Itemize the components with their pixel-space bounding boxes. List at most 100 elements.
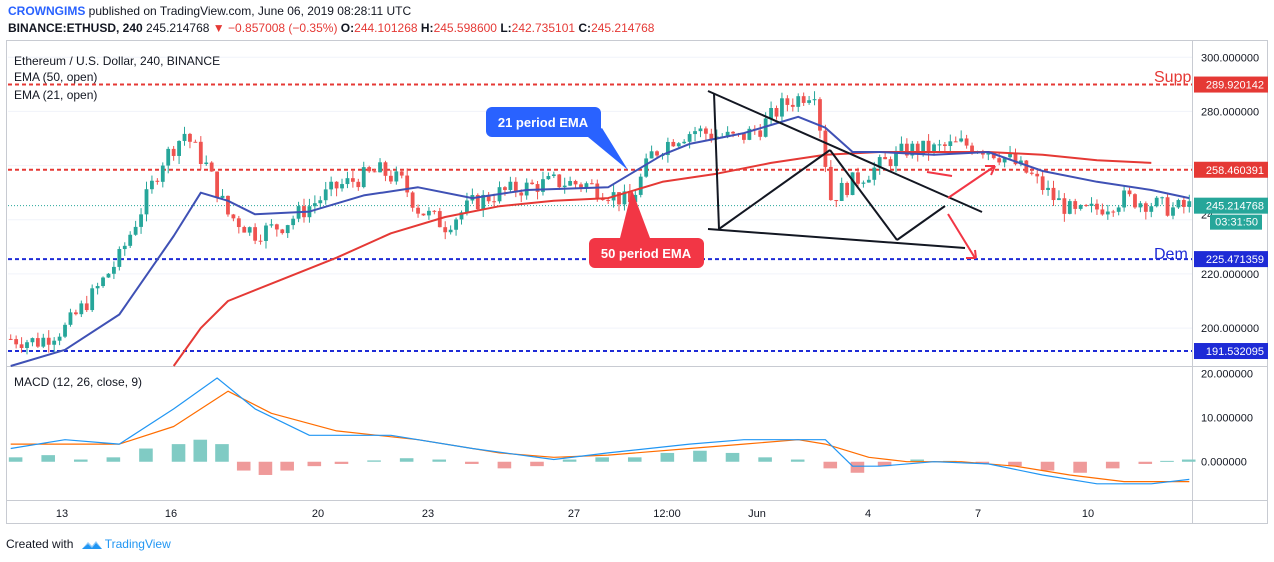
candle-body (948, 141, 953, 147)
high-value: 245.598600 (433, 21, 497, 35)
candle-body (769, 107, 773, 119)
candle-body (704, 128, 708, 134)
close-value: 245.214768 (591, 21, 655, 35)
candle-body (627, 191, 632, 203)
candle (899, 136, 904, 153)
candle-body (1057, 198, 1061, 201)
ema21-callout: 21 period EMA (486, 107, 628, 170)
candle (579, 182, 583, 192)
candle (530, 179, 535, 185)
candle (1062, 193, 1067, 222)
time-tick: 16 (165, 508, 177, 520)
candle-body (198, 141, 203, 165)
candle (1057, 190, 1061, 201)
candle (948, 134, 953, 153)
candle (1089, 197, 1094, 213)
red-ray (926, 171, 953, 177)
breakdown-arrow (947, 213, 976, 259)
macd-histogram-bar (236, 461, 251, 471)
candle-body (182, 133, 187, 141)
candle (926, 134, 931, 161)
candle-body (888, 159, 893, 167)
candle (198, 136, 203, 170)
candle-body (579, 184, 583, 188)
candle-body (73, 312, 78, 315)
candle (866, 175, 871, 183)
candle-body (1078, 205, 1083, 209)
candle (1165, 193, 1170, 217)
candle-body (997, 158, 1002, 163)
candle-body (747, 128, 752, 140)
candle-body (807, 100, 812, 103)
arrow-head (990, 165, 996, 176)
macd-histogram-bar (530, 461, 544, 467)
candle-body (617, 192, 621, 205)
macd-histogram-bar (877, 461, 892, 467)
candle (35, 332, 40, 348)
candle-body (649, 151, 654, 159)
macd-histogram-bar (1040, 461, 1055, 471)
macd-histogram-bar (215, 444, 229, 462)
candle-body (52, 340, 57, 345)
candle (742, 133, 746, 144)
high-label: H: (420, 21, 434, 35)
candle-body (1024, 160, 1029, 173)
candle-body (676, 143, 681, 147)
macd-histogram-bar (399, 458, 414, 462)
candle-body (698, 128, 703, 132)
candle-body (513, 181, 518, 193)
macd-histogram-bar (367, 460, 381, 462)
candle (785, 95, 790, 112)
candle-body (693, 131, 697, 135)
candle-body (1100, 209, 1105, 215)
candle (291, 215, 296, 230)
pattern-leg (713, 92, 720, 230)
candle (1051, 180, 1056, 206)
candle-body (1176, 200, 1181, 208)
candle-body (350, 178, 355, 182)
candle (546, 172, 551, 180)
candle (177, 140, 181, 165)
publisher-name[interactable]: CROWNGIMS (8, 4, 86, 18)
candle (182, 126, 187, 146)
macd-histogram-bar (1138, 461, 1153, 464)
level-price-tag: 258.460391 (1194, 161, 1268, 178)
candle (861, 180, 866, 188)
macd-histogram-bar (627, 457, 642, 462)
candle-body (1133, 194, 1137, 208)
candle (1013, 148, 1018, 166)
candle-body (1062, 198, 1067, 214)
supply-label: Supp (1154, 69, 1191, 86)
candle-body (904, 143, 909, 156)
candle-body (204, 162, 209, 165)
candle (1138, 201, 1143, 213)
candle (600, 193, 605, 201)
macd-histogram-bar (725, 452, 740, 462)
candle-body (291, 218, 296, 226)
candle (421, 213, 426, 216)
macd-histogram-bar (73, 459, 88, 462)
candle-body (101, 277, 105, 287)
candle-body (551, 174, 556, 177)
candle-body (35, 338, 40, 347)
candle (655, 150, 659, 159)
candle (470, 188, 475, 204)
candle-body (427, 210, 431, 216)
candle (486, 192, 491, 204)
level-price-tag: 191.532095 (1194, 343, 1268, 360)
candle (226, 195, 230, 217)
candle (258, 234, 263, 245)
candle (839, 177, 844, 202)
candle-body (780, 98, 784, 117)
candle (367, 165, 372, 173)
candle-body (964, 138, 969, 146)
candle-body (850, 172, 855, 196)
candle (704, 126, 708, 141)
candle (513, 177, 518, 198)
candle (942, 141, 947, 153)
candle-body (942, 144, 947, 147)
tradingview-brand[interactable]: TradingView (104, 537, 171, 551)
candle-body (106, 273, 111, 278)
candle (30, 337, 35, 347)
